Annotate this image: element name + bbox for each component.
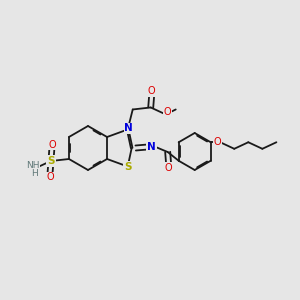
Text: O: O xyxy=(148,86,155,97)
Text: S: S xyxy=(124,161,131,172)
Text: S: S xyxy=(47,156,55,166)
Text: N: N xyxy=(124,124,133,134)
Text: N: N xyxy=(147,142,156,152)
Text: O: O xyxy=(48,140,56,149)
Text: O: O xyxy=(46,172,54,182)
Text: H: H xyxy=(32,169,38,178)
Text: O: O xyxy=(213,137,221,147)
Text: O: O xyxy=(164,107,172,118)
Text: O: O xyxy=(165,163,172,173)
Text: NH: NH xyxy=(26,161,39,170)
